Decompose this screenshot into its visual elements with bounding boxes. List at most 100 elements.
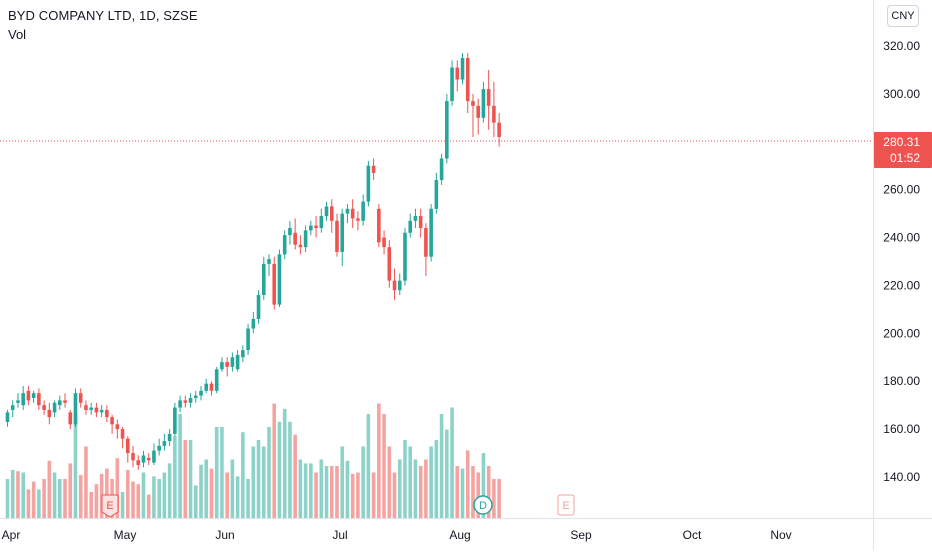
volume-bar [241,432,245,518]
volume-bar [397,459,402,518]
time-tick-label: Oct [683,528,702,542]
volume-bar [492,479,496,518]
volume-bar [157,479,161,518]
volume-bar [288,421,292,518]
candle-body [403,232,407,281]
candle-body [63,400,67,403]
volume-bar [319,459,324,518]
candle-body [387,247,392,281]
candle-body [47,409,52,418]
candle-body [241,350,245,358]
volume-bar [63,479,67,518]
candle-body [471,101,475,106]
volume-bar [408,446,413,518]
last-price-value: 280.31 [883,135,920,149]
candle-body [220,362,224,370]
volume-bar [47,460,52,518]
volume-bar [94,484,99,518]
candle-body [424,227,428,257]
volume-bar [450,407,454,518]
volume-bar [167,463,172,518]
candle-body [58,400,62,406]
volume-bar [178,414,182,518]
candle-body [193,395,198,398]
volume-bar [282,408,287,518]
candle-body [481,89,486,118]
price-tick-label: 320.00 [883,39,920,53]
volume-bar [146,494,151,518]
candle-body [329,206,334,221]
candle-body [120,429,125,439]
time-axis[interactable]: Apr May Jun Jul Aug Sep Oct Nov [2,528,792,542]
volume-bar [361,446,365,518]
candle-body [413,216,418,221]
candle-body [5,412,10,422]
volume-bar [173,436,177,518]
candle-body [94,407,99,413]
volume-bar [309,463,313,518]
volume-indicator-label[interactable]: Vol [8,27,27,42]
volume-bar [261,446,266,518]
volume-bar [272,403,277,518]
candle-body [110,417,114,425]
candle-body [445,101,449,159]
symbol-title[interactable]: BYD COMPANY LTD, 1D, SZSE [8,8,198,23]
candle-body [235,354,240,370]
candle-body [272,263,277,305]
dividend-marker[interactable]: D [473,495,493,515]
volume-bar [298,459,303,518]
volume-bar [136,484,141,518]
candle-body [84,405,88,410]
candle-body [162,441,167,446]
time-tick-label: Aug [449,528,470,542]
chart-legend: BYD COMPANY LTD, 1D, SZSE Vol [8,8,198,42]
candle-body [68,412,73,425]
price-candles [5,53,501,470]
price-tick-label: 260.00 [883,183,920,197]
time-tick-label: May [114,528,137,542]
volume-bar [105,468,109,518]
earnings-marker[interactable]: E [101,494,119,518]
volume-bar [162,472,167,518]
earnings-marker[interactable]: E [557,494,575,516]
volume-bars [5,403,501,518]
volume-bar [377,403,381,518]
candle-body [335,220,339,252]
volume-bar [5,479,10,518]
candle-body [356,218,360,221]
volume-bar [340,446,345,518]
earnings-marker-letter: E [106,500,113,512]
candle-body [146,457,151,461]
earnings-marker-letter: E [562,500,569,512]
volume-bar [403,440,407,518]
candle-body [439,158,444,181]
volume-bar [78,475,83,518]
candle-body [152,450,156,463]
candle-body [298,244,303,248]
volume-bar [251,446,256,518]
volume-bar [21,472,25,518]
candle-body [497,122,501,137]
time-tick-label: Apr [2,528,21,542]
volume-bar [329,466,334,518]
volume-bar [152,476,156,518]
price-tick-label: 140.00 [883,470,920,484]
candle-body [361,201,365,221]
volume-bar [131,481,135,518]
candle-body [382,237,386,248]
volume-bar [256,440,261,518]
candle-body [282,235,287,255]
currency-button[interactable]: CNY [887,5,919,27]
price-axis[interactable]: 320.00300.00280.00260.00240.00220.00200.… [883,39,920,484]
volume-bar [439,414,444,518]
volume-bar [246,479,250,518]
candle-body [434,180,439,209]
volume-bar [267,427,271,518]
price-tick-label: 160.00 [883,422,920,436]
volume-bar [445,429,449,518]
candle-body [167,433,172,442]
volume-bar [277,421,282,518]
